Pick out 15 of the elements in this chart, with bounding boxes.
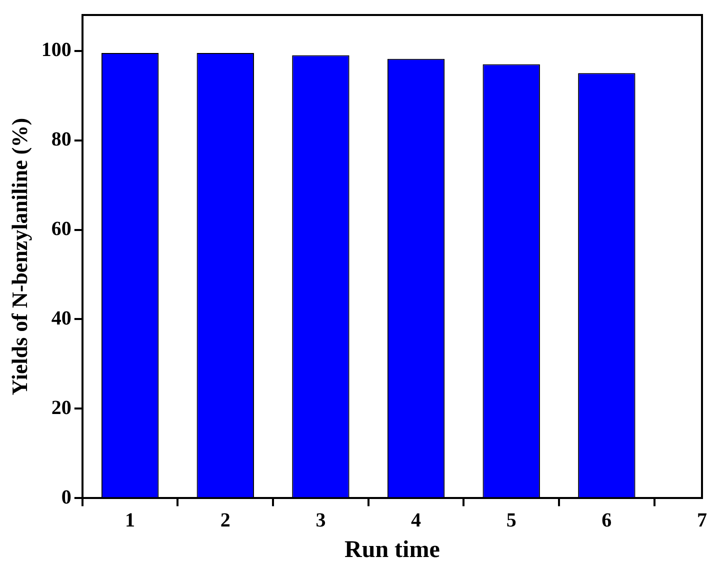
y-tick-label: 100 — [41, 38, 72, 61]
x-tick-label: 5 — [506, 509, 516, 532]
x-tick-label: 4 — [411, 509, 422, 532]
x-tick-label: 7 — [697, 509, 707, 532]
y-tick-label: 60 — [51, 218, 72, 240]
y-tick-label: 40 — [51, 307, 72, 330]
y-tick-label: 80 — [51, 128, 72, 150]
x-tick-label: 1 — [125, 509, 136, 532]
x-tick-label: 6 — [602, 509, 612, 532]
x-axis-title: Run time — [344, 536, 440, 563]
y-tick-label: 20 — [51, 396, 72, 419]
y-tick-label: 0 — [61, 486, 72, 508]
x-tick-label: 3 — [316, 509, 326, 532]
x-tick-label: 2 — [220, 509, 230, 532]
y-axis-title: Yields of N-benzylaniline (%) — [6, 118, 32, 396]
